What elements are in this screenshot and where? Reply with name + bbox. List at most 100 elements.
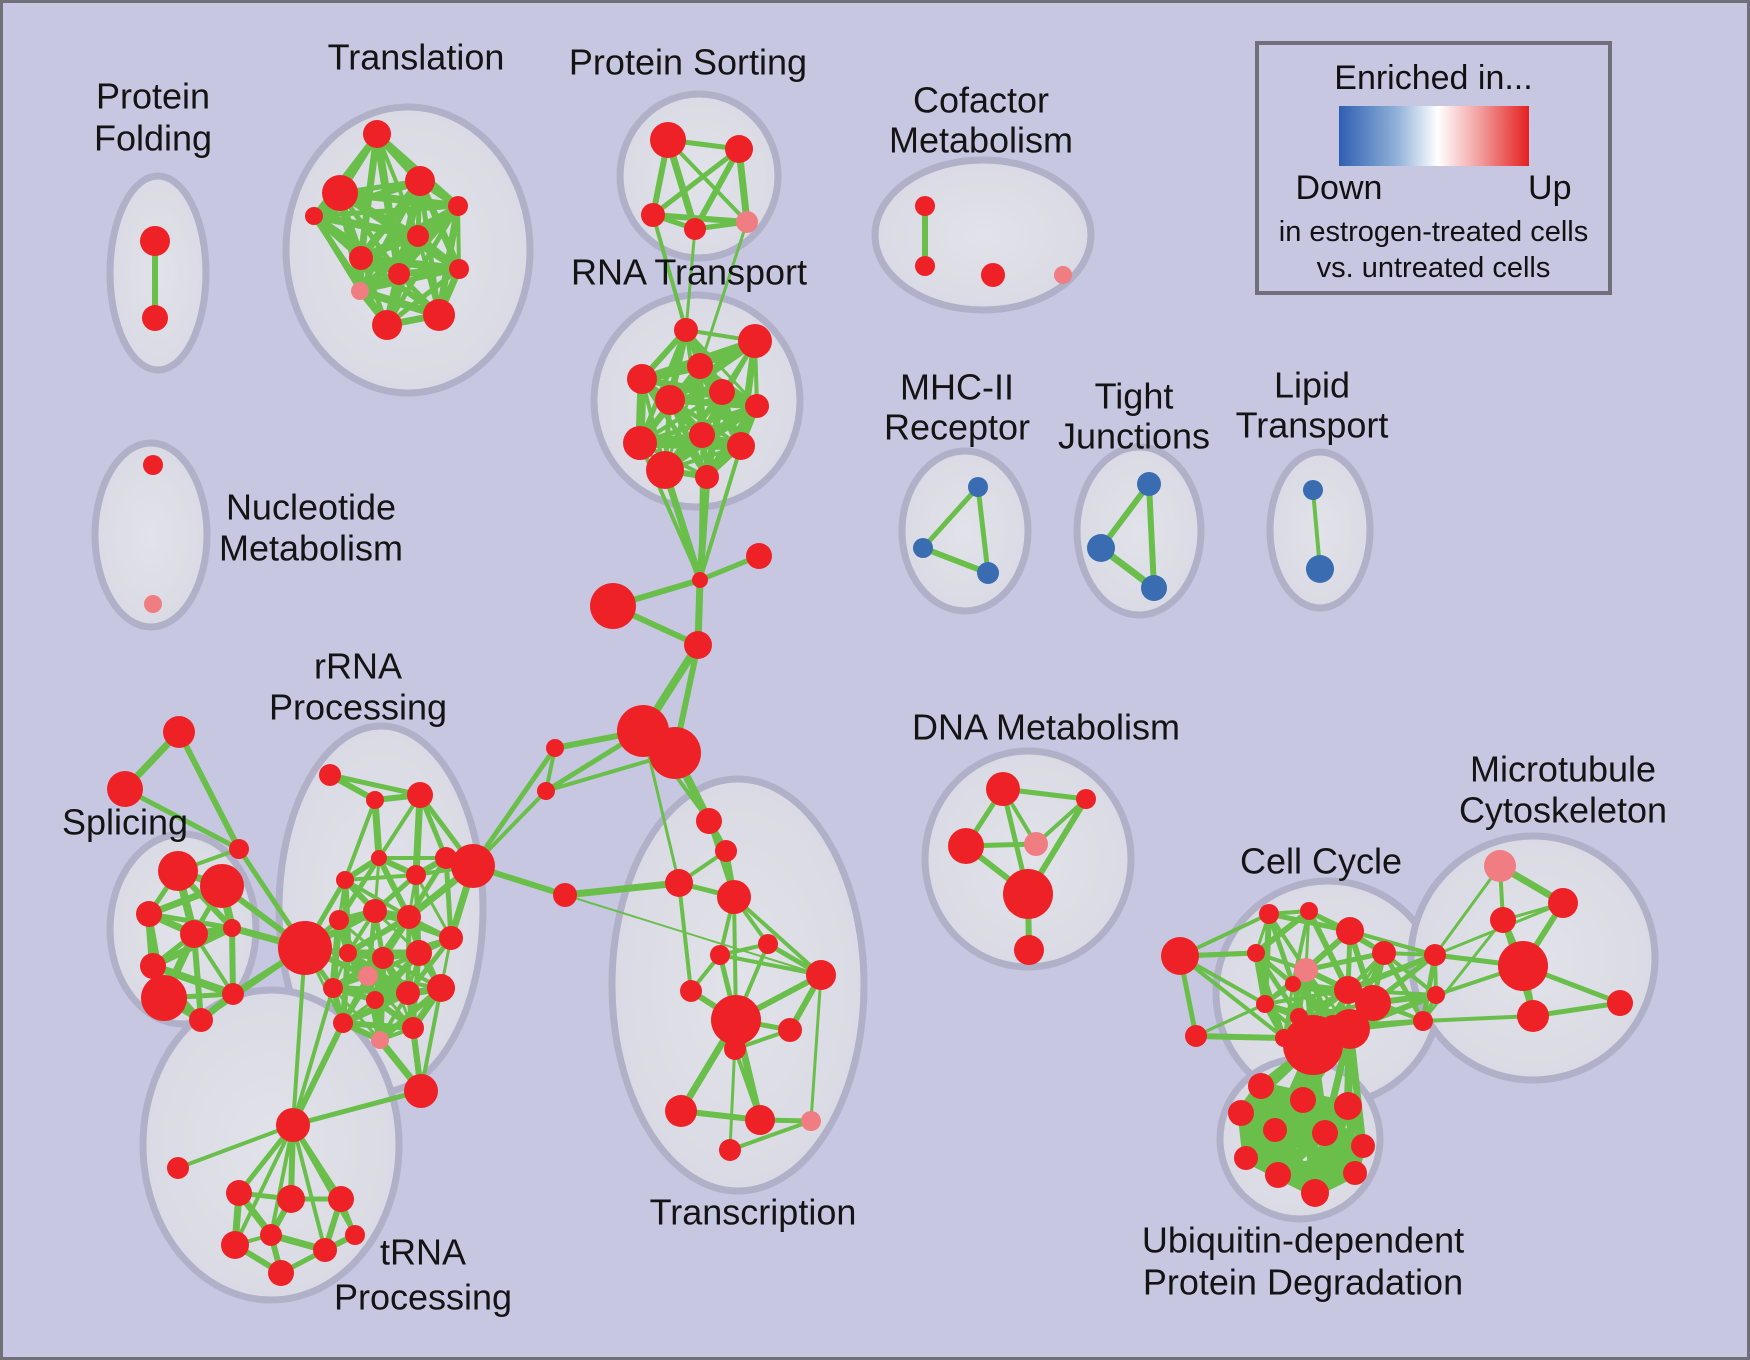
edge	[412, 791, 424, 879]
node-microtubule-cytoskeleton-1	[1548, 888, 1578, 918]
node-ubiquitin-degradation-8	[1265, 1162, 1291, 1188]
node-nucleotide-metabolism-0	[143, 455, 163, 475]
cluster-label-protein-sorting: Protein Sorting	[569, 42, 807, 83]
node-central-connectors-7	[537, 782, 555, 800]
node-dna-metabolism-0	[986, 772, 1020, 806]
cluster-label-ubiquitin-degradation: Ubiquitin-dependent	[1142, 1220, 1464, 1261]
edge	[975, 484, 991, 576]
edge	[1421, 918, 1505, 1023]
edge	[728, 1119, 813, 1152]
node-splicing-8	[222, 983, 244, 1005]
node-cell-cycle-15	[1330, 1009, 1370, 1049]
node-splicing-3	[180, 920, 208, 948]
node-translation-9	[449, 259, 469, 279]
node-transcription-7	[680, 980, 702, 1002]
node-rna-transport-8	[623, 426, 657, 460]
edge	[666, 138, 749, 224]
node-translation-11	[372, 310, 402, 340]
node-microtubule-cytoskeleton-0	[1484, 850, 1516, 882]
node-rrna-processing-4	[371, 850, 387, 866]
edge	[1266, 911, 1296, 987]
node-mhc-ii-receptor-2	[977, 562, 999, 584]
edge	[233, 1123, 295, 1247]
edge	[1381, 950, 1426, 1024]
node-cell-cycle-5	[1372, 941, 1396, 965]
node-cofactor-metabolism-3	[1054, 266, 1072, 284]
node-trna-processing-5	[221, 1231, 249, 1259]
cluster-label-tight-junctions: Tight	[1095, 376, 1174, 417]
cluster-label-translation: Translation	[328, 37, 505, 78]
node-cell-cycle-2	[1259, 904, 1279, 924]
node-rna-transport-9	[727, 432, 755, 460]
cluster-label-rrna-processing: Processing	[269, 687, 447, 728]
node-translation-2	[305, 207, 323, 225]
node-ubiquitin-degradation-5	[1312, 1120, 1338, 1146]
node-mhc-ii-receptor-1	[913, 538, 933, 558]
node-microtubule-cytoskeleton-3	[1498, 941, 1548, 991]
edge	[1194, 1034, 1286, 1040]
node-protein-sorting-1	[725, 135, 753, 163]
cluster-ellipse-trna-processing	[139, 986, 403, 1304]
node-cell-cycle-1	[1185, 1025, 1207, 1047]
cluster-ellipse-cofactor-metabolism	[871, 156, 1095, 314]
node-transcription-10	[724, 1038, 746, 1060]
node-ubiquitin-degradation-9	[1301, 1179, 1329, 1207]
edge	[684, 227, 697, 332]
edge	[443, 855, 454, 941]
node-cell-cycle-7	[1294, 958, 1318, 982]
edge	[1263, 988, 1350, 1006]
node-nucleotide-metabolism-1	[144, 595, 162, 613]
edge	[414, 873, 453, 940]
cluster-ellipse-nucleotide-metabolism	[91, 439, 211, 631]
edge	[1253, 950, 1302, 1020]
node-rrna-processing-19	[396, 981, 420, 1005]
node-central-connectors-1	[746, 543, 772, 569]
nodes	[107, 120, 1633, 1286]
edge	[564, 894, 822, 976]
node-rrna-processing-5	[406, 865, 426, 885]
node-rrna-processing-3	[336, 871, 354, 889]
edge	[920, 484, 981, 551]
cluster-label-protein-folding: Protein	[96, 76, 210, 117]
edge	[732, 895, 823, 977]
edge	[661, 466, 704, 584]
legend-caption-line1: in estrogen-treated cells	[1278, 216, 1589, 248]
edge	[1420, 952, 1438, 1024]
node-translation-1	[322, 175, 358, 211]
edge	[384, 266, 462, 328]
cluster-label-splicing: Splicing	[62, 802, 188, 843]
node-cell-cycle-14	[1283, 1015, 1343, 1075]
legend-caption-line2: vs. untreated cells	[1316, 252, 1551, 284]
node-central-connectors-6	[546, 739, 564, 757]
node-central-connectors-2	[590, 583, 636, 629]
node-rrna-processing-22	[333, 1013, 353, 1033]
edge	[149, 962, 237, 998]
node-cell-cycle-11	[1355, 985, 1391, 1021]
node-cell-cycle-8	[1285, 976, 1301, 992]
node-central-connectors-3	[684, 631, 712, 659]
node-transcription-4	[758, 934, 778, 954]
node-trna-processing-7	[268, 1260, 294, 1286]
node-trna-processing-8	[345, 1225, 365, 1245]
node-splicing-triangle-0	[163, 716, 195, 748]
edge	[677, 881, 693, 993]
edge	[291, 1123, 327, 1252]
node-transcription-11	[665, 1095, 697, 1127]
cluster-label-ubiquitin-degradation: Protein Degradation	[1143, 1262, 1463, 1303]
cluster-label-trna-processing: tRNA	[380, 1232, 466, 1273]
cluster-label-dna-metabolism: DNA Metabolism	[912, 707, 1180, 748]
edge	[269, 1123, 295, 1237]
cluster-label-trna-processing: Processing	[334, 1277, 512, 1318]
edge	[291, 1123, 357, 1237]
node-rna-transport-7	[689, 422, 715, 448]
node-transcription-2	[665, 869, 693, 897]
node-cell-cycle-16	[1275, 1029, 1293, 1047]
node-rna-transport-6	[745, 394, 769, 418]
node-translation-7	[351, 282, 369, 300]
node-splicing-6	[141, 975, 187, 1021]
node-translation-5	[407, 225, 429, 247]
node-rna-transport-4	[655, 385, 685, 415]
node-rrna-processing-10	[397, 905, 421, 929]
node-splicing-triangle-1	[107, 771, 143, 807]
